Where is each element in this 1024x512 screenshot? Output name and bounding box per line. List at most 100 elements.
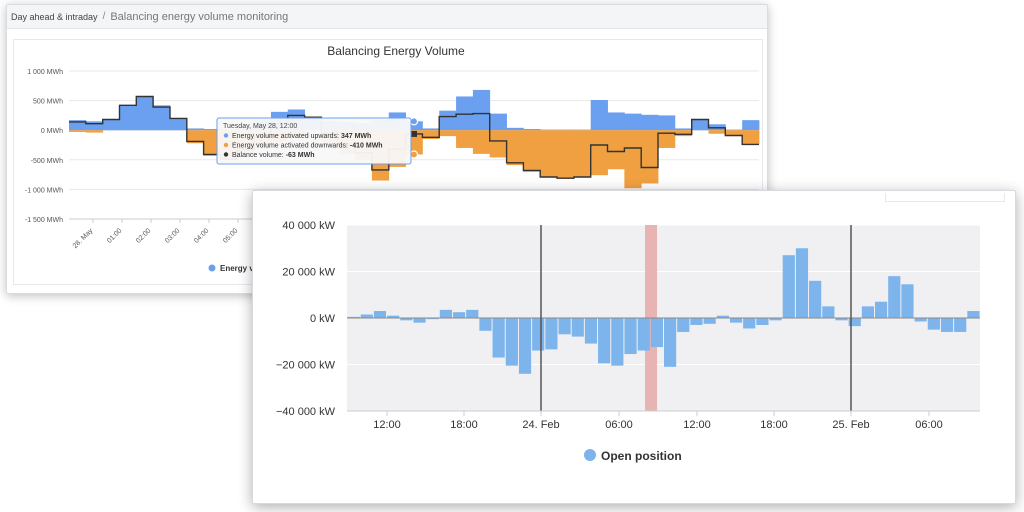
upward-area-step [489,113,507,131]
upward-area-step [422,128,440,131]
y-tick-label: 40 000 kW [282,220,335,232]
hover-marker-downward [409,150,419,159]
downward-area-step [742,130,760,145]
x-tick-label: 05:00 [222,227,239,244]
downward-area-step [69,130,87,132]
upward-area-step [691,119,709,131]
x-tick-label: 28. May [72,227,95,250]
y-tick-label: 0 kW [310,313,336,325]
breadcrumb-parent[interactable]: Day ahead & intraday [11,11,98,22]
open-position-bar[interactable] [347,316,360,318]
downward-area-step [540,130,558,178]
open-position-bar[interactable] [413,318,426,323]
open-position-bar[interactable] [875,301,888,318]
open-position-chart[interactable]: 40 000 kW 20 000 kW 0 kW −20 000 kW −40 000 … [253,191,1015,503]
open-position-bar[interactable] [743,318,756,329]
open-position-bar[interactable] [584,318,598,344]
downward-area-step [708,130,726,134]
open-position-bar[interactable] [439,309,452,318]
downward-area-step [456,130,474,148]
open-position-bar[interactable] [677,318,690,332]
upward-area-step [540,129,558,131]
open-position-bar[interactable] [861,306,874,318]
open-position-bar[interactable] [888,276,901,318]
upward-area-step [624,113,642,131]
open-position-bar[interactable] [729,318,743,323]
open-position-bar[interactable] [545,318,558,350]
open-position-bar[interactable] [373,311,387,318]
open-position-bar[interactable] [611,318,624,366]
open-position-bar[interactable] [492,318,505,358]
upward-area-step [641,114,659,131]
downward-area-step [472,130,491,154]
open-position-bar[interactable] [954,318,967,332]
balancing-energy-chart[interactable]: Balancing Energy Volume 1 000 MWh 500 MWh 0… [7,5,767,293]
open-position-bar[interactable] [624,318,637,355]
open-position-bar[interactable] [571,318,584,337]
downward-area-step [607,130,625,170]
x-tick-label: 02:00 [135,227,152,244]
downward-area-step [422,130,440,140]
y-tick-label: −40 000 kW [276,406,336,418]
open-position-bar[interactable] [664,318,677,367]
open-position-bar[interactable] [716,315,729,318]
open-position-bar[interactable] [756,318,769,325]
legend-label[interactable]: Open position [601,449,682,463]
open-position-bar[interactable] [650,318,663,348]
downward-area-step [590,130,608,176]
open-position-bar[interactable] [518,318,532,374]
y-tick-label: 20 000 kW [282,267,335,279]
breadcrumb: Day ahead & intraday / Balancing energy … [7,5,767,29]
y-tick-label: -1 500 MWh [25,217,63,224]
open-position-bar[interactable] [400,318,413,321]
x-tick-label: 18:00 [450,419,478,431]
tooltip-row-text: Energy volume activated upwards: 347 MWh [232,133,371,140]
upward-area-step [523,129,541,131]
open-position-bar[interactable] [532,318,545,351]
downward-area-step [85,130,104,133]
downward-area-step [725,130,743,137]
open-position-bar[interactable] [848,318,861,327]
y-tick-label: -500 MWh [31,158,63,165]
open-position-bar[interactable] [453,312,466,318]
open-position-bar[interactable] [690,318,703,325]
open-position-bar[interactable] [927,318,940,330]
open-position-bar[interactable] [835,318,848,321]
upward-area-step [725,129,743,131]
chart-title: Balancing Energy Volume [327,44,465,58]
tooltip-date: Tuesday, May 28, 12:00 [223,123,297,130]
open-position-bar[interactable] [703,318,716,324]
breadcrumb-separator: / [102,11,106,22]
legend-marker-upward[interactable] [208,264,216,272]
upward-area-step [203,129,221,131]
open-position-bar[interactable] [782,255,795,318]
x-tick-label: 24. Feb [522,419,559,431]
open-position-bar[interactable] [967,311,980,318]
toolbar-strip [885,193,1005,202]
open-position-bar[interactable] [426,318,439,320]
open-position-bar[interactable] [901,284,914,318]
downward-area-step [641,130,659,184]
open-position-bar[interactable] [809,280,822,318]
open-position-bar[interactable] [387,315,400,318]
hover-marker-upward [409,117,419,126]
upward-area-step [607,112,625,131]
legend-marker-open-position[interactable] [584,449,596,461]
open-position-bar[interactable] [914,318,927,322]
legend-label[interactable]: Energy vol [220,264,261,273]
open-position-bar[interactable] [558,318,571,335]
open-position-bar[interactable] [769,318,782,321]
open-position-bar[interactable] [360,314,373,318]
open-position-bar[interactable] [795,248,809,318]
open-position-bar[interactable] [940,318,954,332]
open-position-bar[interactable] [822,306,835,318]
open-position-bar[interactable] [466,309,479,318]
open-position-bar[interactable] [479,318,492,331]
open-position-bar[interactable] [505,318,518,366]
upward-area-step [456,96,474,131]
open-position-bar[interactable] [598,318,611,364]
tooltip-series-dot [223,133,229,138]
chart-tooltip: Tuesday, May 28, 12:00 Energy volume acti… [216,117,412,165]
upward-area-step [674,128,693,131]
open-position-bar[interactable] [637,318,650,351]
